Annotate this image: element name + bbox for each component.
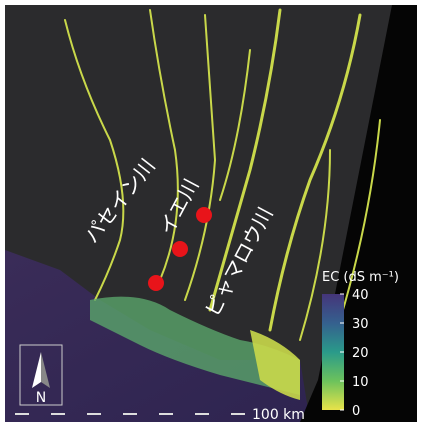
legend-title: EC (dS m⁻¹) <box>322 270 399 285</box>
site-marker <box>196 207 212 223</box>
colorbar-tick-label: 10 <box>352 375 369 390</box>
scale-label: 100 km <box>252 407 305 423</box>
colorbar-tick-label: 30 <box>352 317 369 332</box>
colorbar-tick-label: 0 <box>352 404 360 419</box>
site-marker <box>148 275 164 291</box>
colorbar-tick-label: 20 <box>352 346 369 361</box>
site-marker <box>172 241 188 257</box>
colorbar-tick-label: 40 <box>352 288 369 303</box>
map: パセイン川 イエ川 ピャマロウ川 N 100 km EC (dS m⁻¹) 01… <box>0 0 422 427</box>
north-label: N <box>36 390 46 406</box>
